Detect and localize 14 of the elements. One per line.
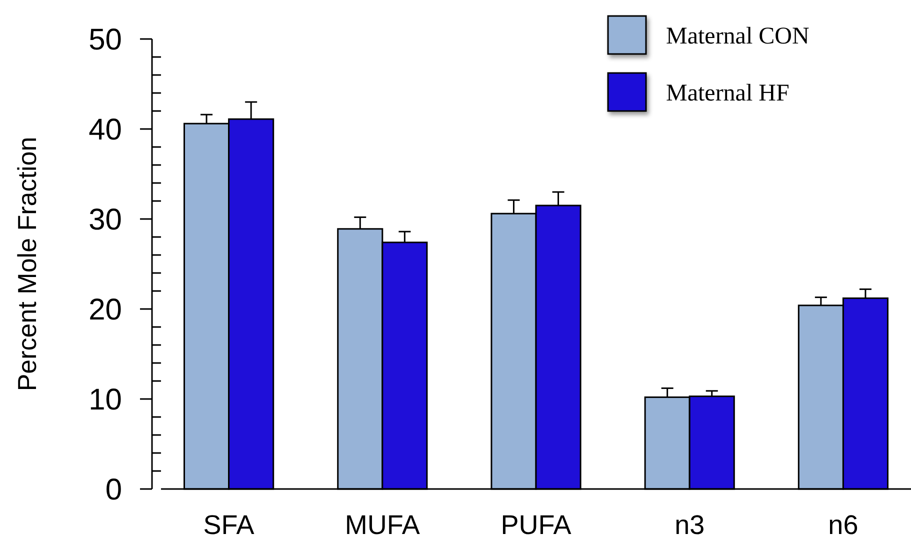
x-tick-label: n6 — [828, 510, 858, 540]
y-tick-label: 40 — [88, 114, 122, 146]
x-tick-label: PUFA — [500, 510, 572, 540]
y-tick-label: 20 — [88, 294, 122, 326]
x-tick-label: MUFA — [344, 510, 420, 540]
y-tick-label: 10 — [88, 384, 122, 416]
x-tick-label: n3 — [674, 510, 705, 540]
y-tick-label: 30 — [88, 204, 122, 236]
y-axis-title: Percent Mole Fraction — [12, 136, 42, 392]
x-tick-label: SFA — [203, 510, 254, 540]
y-tick-label: 50 — [88, 24, 122, 56]
y-tick-label: 0 — [105, 474, 122, 506]
legend-label: Maternal CON — [666, 23, 810, 50]
legend-label: Maternal HF — [666, 80, 790, 106]
